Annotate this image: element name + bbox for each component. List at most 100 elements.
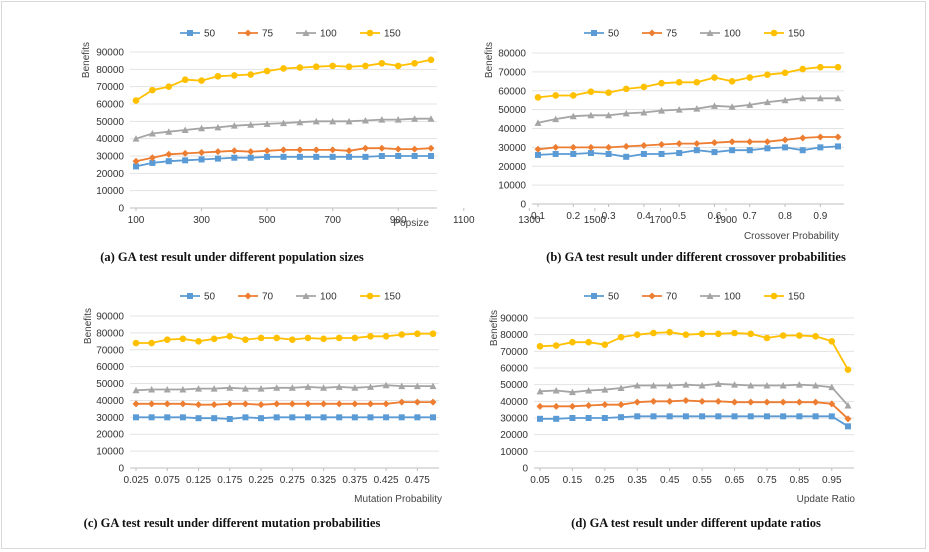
y-tick-label: 80000: [96, 65, 124, 76]
data-point-100: [132, 386, 140, 394]
y-tick-label: 80000: [500, 330, 528, 341]
y-axis-label: Benefits: [489, 310, 500, 346]
data-point-100: [747, 382, 755, 389]
data-point-100: [198, 124, 206, 132]
data-point-150: [263, 67, 271, 75]
data-point-150: [601, 341, 609, 348]
y-tick-label: 50000: [500, 380, 528, 391]
data-point-150: [781, 69, 789, 77]
x-tick-label: 0.8: [778, 211, 792, 222]
data-point-150: [844, 366, 852, 373]
data-point-70: [288, 400, 296, 408]
data-point-70: [698, 397, 706, 405]
data-point-50: [383, 414, 390, 421]
chart-d-svg: 0 10000 20000 30000 40000 50000 60000 70000 8000…: [489, 292, 856, 506]
data-point-100: [552, 387, 560, 394]
data-point-150: [214, 72, 222, 80]
x-tick-label: 0.95: [822, 475, 842, 486]
legend-marker-150: [770, 292, 778, 300]
data-point-70: [210, 401, 218, 409]
data-point-100: [714, 380, 722, 387]
data-point-50: [682, 413, 689, 420]
data-point-50: [812, 413, 819, 420]
x-axis-label: Update Ratio: [797, 494, 856, 505]
data-point-50: [182, 157, 189, 164]
data-point-150: [362, 62, 369, 70]
data-point-50: [336, 414, 343, 421]
legend-marker-100: [706, 29, 714, 36]
x-tick-label: 0.9: [813, 211, 827, 222]
data-point-75: [622, 142, 630, 150]
data-point-50: [601, 415, 608, 421]
legend-label-100: 100: [320, 292, 337, 303]
x-tick-label: 100: [128, 215, 145, 226]
data-point-100: [601, 386, 609, 393]
legend-marker-100: [302, 292, 310, 299]
chart-c-svg: 0 10000 20000 30000 40000 50000 60000 70000 8000…: [83, 292, 442, 506]
data-point-150: [210, 335, 218, 343]
data-point-100: [329, 117, 337, 125]
y-tick-label: 20000: [96, 169, 124, 180]
x-tick-label: 0.3: [602, 211, 616, 222]
data-point-100: [382, 381, 390, 389]
chart-panel-c: 0 10000 20000 30000 40000 50000 60000 70000 8000…: [0, 276, 464, 552]
data-point-50: [149, 159, 156, 166]
data-point-100: [163, 385, 171, 393]
data-point-50: [605, 150, 612, 157]
x-tick-label: 0.6: [708, 211, 722, 222]
data-point-100: [179, 385, 187, 393]
data-point-150: [378, 59, 386, 67]
data-point-150: [834, 63, 842, 71]
data-point-100: [296, 118, 304, 126]
data-point-150: [351, 334, 359, 342]
data-point-150: [163, 336, 171, 343]
data-point-50: [676, 150, 683, 157]
chart-panel-d: 0 10000 20000 30000 40000 50000 60000 70000 8000…: [464, 276, 928, 552]
data-point-150: [711, 74, 718, 81]
y-tick-label: 50000: [498, 105, 526, 116]
data-point-150: [367, 332, 374, 340]
data-point-100: [181, 126, 189, 133]
x-tick-label: 0.85: [790, 475, 810, 486]
data-point-50: [398, 414, 405, 421]
y-tick-label: 70000: [96, 345, 124, 356]
data-point-100: [165, 128, 173, 135]
data-point-100: [799, 94, 807, 102]
x-tick-label: 0.125: [186, 475, 211, 486]
data-point-150: [394, 62, 402, 70]
data-point-150: [247, 71, 255, 78]
x-tick-label: 700: [324, 215, 341, 226]
data-point-50: [195, 415, 202, 422]
data-point-70: [649, 397, 657, 405]
data-point-100: [605, 111, 613, 119]
x-tick-label: 0.475: [405, 475, 430, 486]
series-line-100: [135, 384, 433, 392]
data-point-50: [731, 413, 738, 420]
y-tick-label: 0: [118, 204, 124, 215]
data-point-75: [763, 138, 771, 146]
data-point-70: [666, 397, 674, 405]
data-point-150: [552, 342, 560, 349]
data-point-70: [304, 400, 312, 408]
data-point-75: [148, 154, 156, 162]
y-tick-label: 30000: [500, 414, 528, 425]
data-point-50: [148, 414, 155, 421]
data-point-75: [658, 141, 666, 149]
data-point-150: [747, 330, 755, 338]
data-point-50: [658, 150, 665, 157]
chart-a-svg: 0 10000 20000 30000 40000 50000 60000 70000 8000…: [81, 29, 738, 230]
data-point-100: [816, 94, 824, 102]
data-point-70: [763, 398, 771, 406]
data-point-50: [634, 413, 641, 420]
data-point-100: [640, 108, 648, 116]
data-point-100: [682, 381, 690, 388]
x-tick-label: 0.25: [595, 475, 615, 486]
data-point-50: [133, 163, 139, 170]
data-point-70: [273, 400, 281, 408]
data-point-50: [214, 155, 221, 162]
legend-marker-75: [648, 29, 656, 37]
x-tick-label: 1700: [649, 215, 672, 226]
data-point-100: [795, 381, 803, 388]
data-point-75: [312, 146, 320, 154]
y-tick-label: 50000: [96, 379, 124, 390]
